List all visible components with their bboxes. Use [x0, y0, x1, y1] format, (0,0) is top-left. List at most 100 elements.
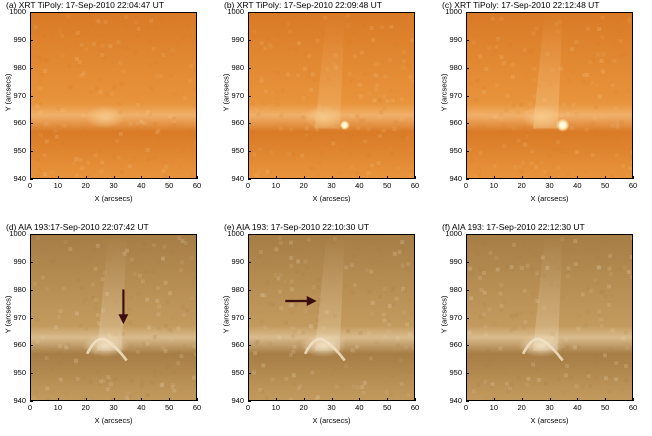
y-tick-mark — [30, 262, 33, 263]
y-tick-label: 1000 — [438, 7, 462, 16]
x-tick-label: 0 — [240, 181, 256, 190]
y-tick-mark — [248, 345, 251, 346]
x-tick-label: 50 — [597, 181, 613, 190]
x-tick-mark — [387, 398, 388, 401]
y-tick-mark — [248, 234, 251, 235]
x-tick-label: 10 — [50, 403, 66, 412]
x-tick-mark — [605, 398, 606, 401]
y-tick-mark — [466, 262, 469, 263]
y-tick-mark — [466, 123, 469, 124]
y-tick-mark — [248, 373, 251, 374]
x-axis-label: X (arcsecs) — [466, 416, 633, 425]
solar-image — [248, 12, 415, 179]
x-tick-mark — [276, 176, 277, 179]
y-tick-label: 1000 — [220, 229, 244, 238]
x-tick-label: 10 — [268, 181, 284, 190]
y-tick-label: 1000 — [2, 7, 26, 16]
y-tick-mark — [30, 12, 33, 13]
x-tick-mark — [332, 176, 333, 179]
solar-image — [30, 234, 197, 401]
y-tick-mark — [248, 96, 251, 97]
y-axis-label: Y (arcsecs) — [4, 63, 13, 123]
x-tick-label: 30 — [106, 403, 122, 412]
x-tick-mark — [522, 398, 523, 401]
y-tick-label: 1000 — [438, 229, 462, 238]
x-tick-mark — [550, 176, 551, 179]
y-tick-label: 990 — [2, 257, 26, 266]
y-tick-mark — [466, 151, 469, 152]
y-tick-mark — [466, 401, 469, 402]
x-tick-mark — [30, 176, 31, 179]
x-tick-mark — [141, 176, 142, 179]
x-tick-mark — [415, 176, 416, 179]
x-tick-mark — [30, 398, 31, 401]
x-tick-mark — [633, 176, 634, 179]
x-axis-label: X (arcsecs) — [248, 416, 415, 425]
x-tick-label: 30 — [106, 181, 122, 190]
x-tick-mark — [169, 176, 170, 179]
x-tick-mark — [169, 398, 170, 401]
x-tick-mark — [197, 398, 198, 401]
y-tick-mark — [466, 179, 469, 180]
x-tick-mark — [86, 176, 87, 179]
y-tick-mark — [248, 290, 251, 291]
x-tick-label: 40 — [133, 181, 149, 190]
y-tick-mark — [248, 401, 251, 402]
x-tick-mark — [605, 176, 606, 179]
y-tick-mark — [466, 345, 469, 346]
y-tick-label: 950 — [438, 146, 462, 155]
y-axis-label: Y (arcsecs) — [4, 285, 13, 345]
y-axis-label: Y (arcsecs) — [222, 63, 231, 123]
x-tick-mark — [466, 398, 467, 401]
y-tick-mark — [466, 318, 469, 319]
x-tick-label: 20 — [514, 181, 530, 190]
x-tick-label: 40 — [569, 181, 585, 190]
panel-b: (b) XRT TiPoly: 17-Sep-2010 22:09:48 UT 9… — [218, 0, 432, 214]
x-tick-label: 30 — [542, 403, 558, 412]
x-tick-label: 0 — [22, 403, 38, 412]
y-tick-mark — [30, 96, 33, 97]
x-tick-mark — [248, 176, 249, 179]
x-tick-mark — [332, 398, 333, 401]
x-axis-label: X (arcsecs) — [30, 194, 197, 203]
y-tick-label: 990 — [2, 35, 26, 44]
panel-title: (c) XRT TiPoly: 17-Sep-2010 22:12:48 UT — [442, 0, 600, 10]
y-tick-mark — [466, 290, 469, 291]
panel-title: (b) XRT TiPoly: 17-Sep-2010 22:09:48 UT — [224, 0, 382, 10]
x-tick-mark — [58, 176, 59, 179]
y-tick-mark — [30, 345, 33, 346]
y-tick-mark — [466, 40, 469, 41]
y-tick-mark — [30, 151, 33, 152]
y-tick-mark — [30, 68, 33, 69]
solar-image — [30, 12, 197, 179]
x-tick-label: 40 — [133, 403, 149, 412]
x-tick-label: 60 — [189, 403, 205, 412]
y-tick-mark — [30, 401, 33, 402]
y-axis-label: Y (arcsecs) — [222, 285, 231, 345]
y-tick-mark — [466, 12, 469, 13]
x-tick-label: 60 — [407, 181, 423, 190]
y-axis-label: Y (arcsecs) — [440, 285, 449, 345]
x-tick-label: 20 — [514, 403, 530, 412]
x-tick-label: 10 — [486, 403, 502, 412]
y-tick-mark — [248, 123, 251, 124]
x-tick-label: 10 — [486, 181, 502, 190]
x-tick-mark — [387, 176, 388, 179]
x-tick-label: 60 — [625, 403, 641, 412]
y-tick-label: 950 — [2, 368, 26, 377]
y-tick-mark — [248, 12, 251, 13]
x-tick-mark — [577, 176, 578, 179]
x-tick-mark — [276, 398, 277, 401]
y-tick-label: 950 — [438, 368, 462, 377]
y-tick-label: 990 — [220, 35, 244, 44]
x-tick-mark — [359, 398, 360, 401]
x-tick-label: 50 — [161, 181, 177, 190]
x-tick-mark — [141, 398, 142, 401]
x-tick-label: 50 — [597, 403, 613, 412]
x-tick-mark — [359, 176, 360, 179]
x-tick-label: 50 — [161, 403, 177, 412]
x-tick-mark — [304, 176, 305, 179]
